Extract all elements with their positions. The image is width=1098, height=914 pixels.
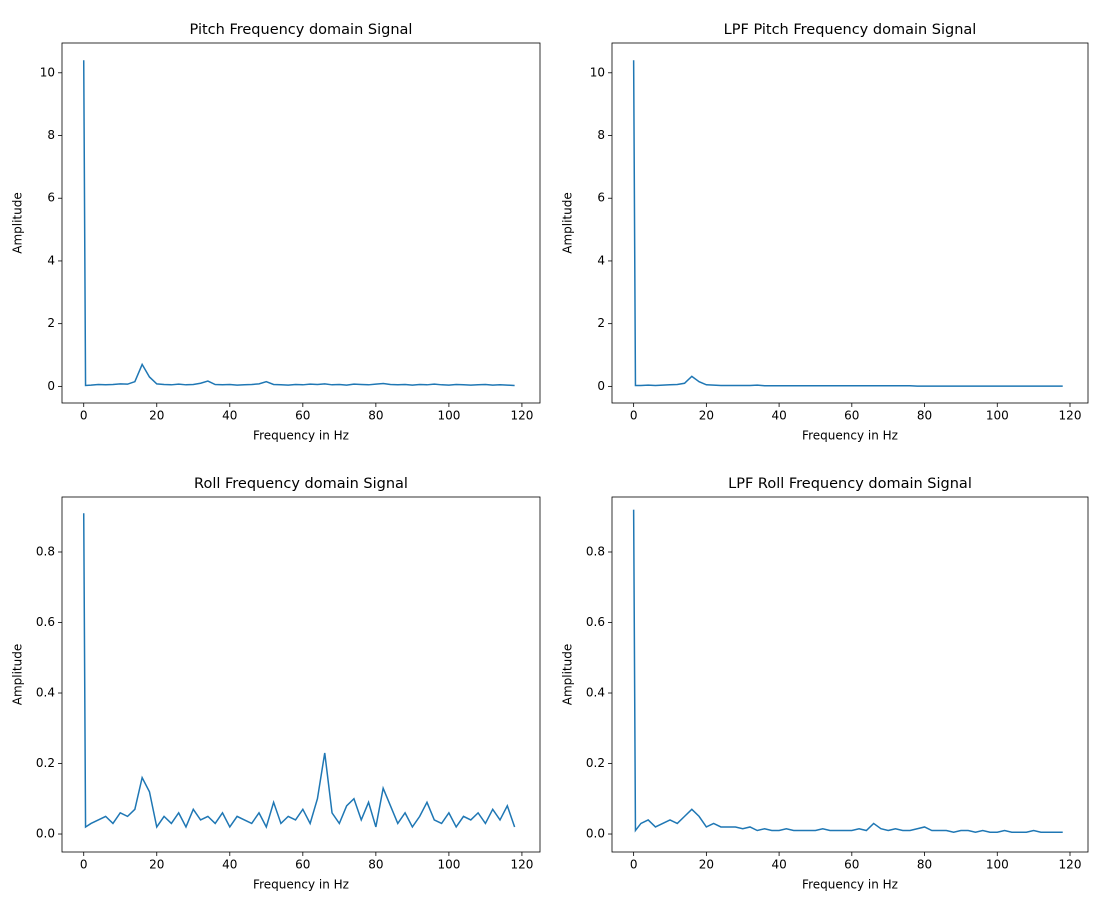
x-tick-label: 100	[986, 858, 1009, 872]
x-tick-label: 40	[771, 858, 786, 872]
x-tick-label: 120	[510, 409, 533, 423]
x-axis-label: Frequency in Hz	[253, 878, 349, 892]
data-line	[632, 60, 1063, 387]
x-tick-label: 20	[699, 409, 714, 423]
x-tick-label: 80	[917, 409, 932, 423]
axes-frame	[61, 42, 541, 404]
y-tick-label: 10	[590, 65, 605, 79]
x-tick-label: 40	[222, 858, 237, 872]
x-tick-label: 80	[368, 858, 383, 872]
subplot: LPF Roll Frequency domain Signal Frequenc…	[561, 476, 1089, 892]
y-tick-label: 0.0	[586, 827, 605, 841]
axes-frame	[61, 496, 541, 853]
x-axis-label: Frequency in Hz	[802, 429, 898, 443]
y-tick-label: 0.6	[586, 615, 605, 629]
y-tick-label: 4	[597, 253, 605, 267]
subplot: LPF Pitch Frequency domain Signal Frequen…	[561, 22, 1089, 443]
data-line	[82, 60, 515, 387]
x-tick-label: 20	[149, 858, 164, 872]
y-axis-label: Amplitude	[561, 192, 575, 254]
y-tick-label: 0.8	[586, 544, 605, 558]
x-tick-label: 0	[630, 409, 638, 423]
x-tick-label: 120	[1059, 409, 1082, 423]
y-tick-label: 0.4	[586, 686, 605, 700]
x-tick-label: 120	[1059, 858, 1082, 872]
y-tick-label: 6	[47, 191, 55, 205]
data-line	[632, 509, 1063, 834]
y-tick-label: 0.2	[586, 756, 605, 770]
y-axis-label: Amplitude	[11, 192, 25, 254]
y-axis-label: Amplitude	[11, 644, 25, 706]
axes-frame	[611, 496, 1089, 853]
y-tick-label: 8	[597, 128, 605, 142]
x-tick-label: 100	[437, 409, 460, 423]
x-tick-label: 0	[630, 858, 638, 872]
x-tick-label: 100	[437, 858, 460, 872]
x-tick-label: 120	[510, 858, 533, 872]
y-tick-label: 0.8	[36, 544, 55, 558]
y-tick-label: 0.4	[36, 686, 55, 700]
y-tick-label: 0	[597, 379, 605, 393]
x-tick-label: 0	[80, 409, 88, 423]
y-tick-label: 10	[40, 65, 55, 79]
x-tick-label: 100	[986, 409, 1009, 423]
y-tick-label: 2	[597, 316, 605, 330]
y-tick-label: 4	[47, 253, 55, 267]
y-tick-label: 6	[597, 191, 605, 205]
subplot: Roll Frequency domain Signal Frequency in…	[11, 476, 541, 892]
x-axis-label: Frequency in Hz	[802, 878, 898, 892]
y-tick-label: 0	[47, 379, 55, 393]
subplot: Pitch Frequency domain Signal Frequency i…	[11, 22, 541, 443]
chart-title: Roll Frequency domain Signal	[194, 476, 408, 492]
axes-frame	[611, 42, 1089, 404]
x-tick-label: 80	[917, 858, 932, 872]
y-tick-label: 2	[47, 316, 55, 330]
y-tick-label: 0.2	[36, 756, 55, 770]
x-tick-label: 60	[295, 409, 310, 423]
x-tick-label: 20	[699, 858, 714, 872]
data-line	[82, 513, 516, 829]
x-tick-label: 0	[80, 858, 88, 872]
x-tick-label: 60	[844, 409, 859, 423]
x-tick-label: 60	[844, 858, 859, 872]
y-tick-label: 0.6	[36, 615, 55, 629]
x-tick-label: 40	[771, 409, 786, 423]
x-axis-label: Frequency in Hz	[253, 429, 349, 443]
chart-title: LPF Roll Frequency domain Signal	[728, 476, 972, 492]
y-tick-label: 0.0	[36, 827, 55, 841]
x-tick-label: 80	[368, 409, 383, 423]
x-tick-label: 60	[295, 858, 310, 872]
chart-title: Pitch Frequency domain Signal	[190, 22, 413, 38]
chart-title: LPF Pitch Frequency domain Signal	[724, 22, 977, 38]
y-tick-label: 8	[47, 128, 55, 142]
y-axis-label: Amplitude	[561, 644, 575, 706]
x-tick-label: 40	[222, 409, 237, 423]
x-tick-label: 20	[149, 409, 164, 423]
